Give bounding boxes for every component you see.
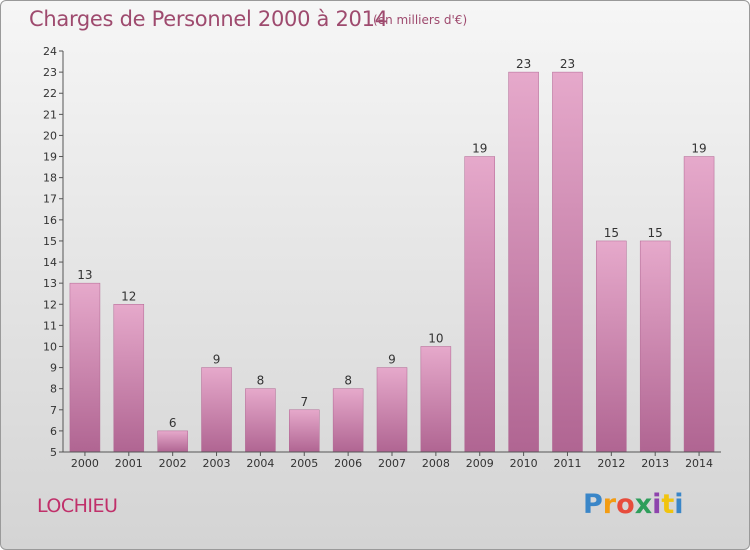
x-tick-label: 2007 [378,457,406,470]
y-tick-label: 22 [43,87,57,100]
chart-title: Charges de Personnel 2000 à 2014 [29,7,388,31]
y-tick-label: 24 [43,45,57,58]
bar [201,367,232,453]
x-tick-label: 2002 [159,457,187,470]
y-tick-label: 12 [43,298,57,311]
y-tick-label: 14 [43,256,57,269]
data-label: 8 [344,374,352,388]
data-label: 15 [604,226,619,240]
brand-letter: o [616,489,635,520]
commune-name: LOCHIEU [37,495,118,517]
y-tick-label: 5 [50,446,57,459]
x-tick-label: 2013 [641,457,669,470]
y-tick-label: 20 [43,129,57,142]
bar [69,282,101,453]
y-tick-label: 19 [43,151,57,164]
bar [289,409,320,453]
x-tick-label: 2009 [466,457,494,470]
y-tick-label: 7 [50,404,57,417]
y-tick-label: 16 [43,214,57,227]
x-tick-label: 2005 [290,457,318,470]
y-tick-label: 6 [50,425,57,438]
x-tick-label: 2011 [553,457,581,470]
chart-subtitle: (en milliers d'€) [373,13,468,27]
bar [639,240,671,453]
y-tick-label: 17 [43,193,57,206]
data-label: 10 [428,331,443,345]
y-tick-label: 10 [43,340,57,353]
x-tick-label: 2010 [510,457,538,470]
data-label: 19 [691,142,706,156]
bar [683,156,715,453]
x-tick-label: 2004 [246,457,274,470]
data-label: 15 [648,226,663,240]
bar [464,156,495,453]
data-label: 23 [516,57,531,71]
data-label: 7 [300,395,308,409]
data-label: 9 [213,353,221,367]
bar [332,388,364,453]
brand-letter: x [634,489,653,520]
x-tick-label: 2001 [115,457,143,470]
bar [157,430,188,453]
y-tick-label: 23 [43,66,57,79]
data-label: 13 [77,268,92,282]
brand-letter: P [583,489,603,520]
bar [420,346,452,453]
bar [552,71,583,453]
brand-letter: i [652,489,662,520]
y-tick-label: 13 [43,277,57,290]
y-axis: 5 6 7 8 9 10 11 12 13 14 15 16 17 18 19 20 21 22 23 24 [43,45,64,459]
x-tick-label: 2006 [334,457,362,470]
bars: 13 12 6 9 8 7 8 9 10 19 23 23 15 15 19 [69,57,715,453]
y-tick-label: 15 [43,235,57,248]
brand-letter: i [674,489,684,520]
bar [508,71,539,453]
bar [596,240,627,453]
y-tick-label: 11 [43,319,57,332]
data-label: 8 [257,374,265,388]
proxiti-logo: Proxiti [583,489,684,520]
bar [376,367,408,453]
data-label: 6 [169,416,177,430]
y-tick-label: 8 [50,383,57,396]
brand-letter: t [661,489,675,520]
x-axis: 2000 2001 2002 2003 2004 2005 2006 2007 2008 2009… [63,451,721,470]
data-label: 12 [121,289,136,303]
x-tick-label: 2012 [597,457,625,470]
y-tick-label: 9 [50,362,57,375]
x-tick-label: 2014 [685,457,713,470]
data-label: 23 [560,57,575,71]
x-tick-label: 2008 [422,457,450,470]
data-label: 19 [472,142,487,156]
y-tick-label: 18 [43,172,57,185]
data-label: 9 [388,353,396,367]
x-tick-label: 2000 [71,457,99,470]
y-tick-label: 21 [43,108,57,121]
x-tick-label: 2003 [203,457,231,470]
bar [245,388,276,453]
brand-letter: r [602,489,617,520]
bar [113,304,145,453]
